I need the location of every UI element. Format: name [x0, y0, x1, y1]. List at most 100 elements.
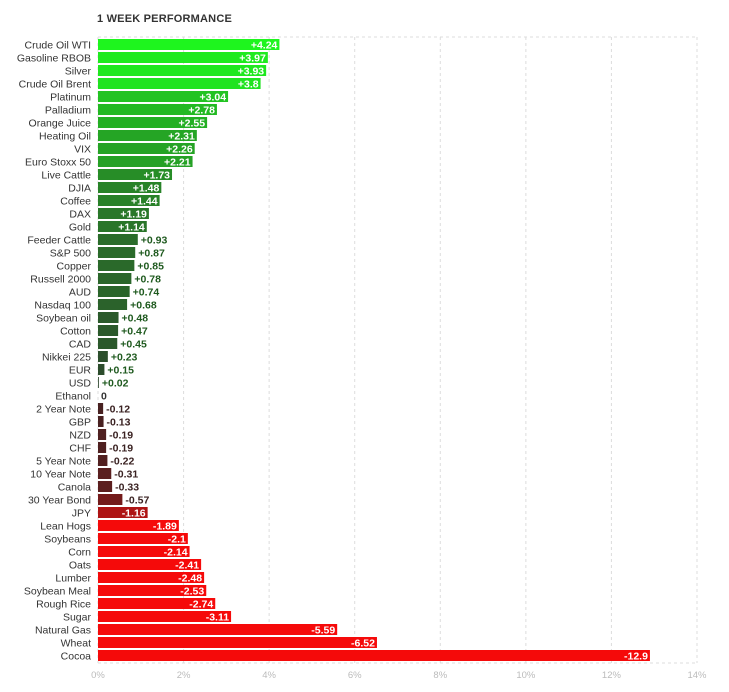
bar — [98, 104, 217, 115]
bar — [98, 455, 108, 466]
x-tick-label: 2% — [177, 670, 191, 681]
category-label: Lumber — [55, 573, 91, 585]
category-label: Canola — [58, 482, 91, 494]
category-label: Nikkei 225 — [42, 352, 91, 364]
bar — [98, 585, 207, 596]
value-label: -2.1 — [168, 534, 186, 546]
value-label: +3.8 — [238, 79, 259, 91]
bar — [98, 234, 138, 245]
value-label: +1.73 — [143, 170, 170, 182]
bar — [98, 364, 105, 375]
bar — [98, 182, 162, 193]
value-label: +2.31 — [168, 131, 195, 143]
category-label: GBP — [69, 417, 91, 429]
bars: Crude Oil WTI +4.24 Gasoline RBOB +3.97 Silv… — [17, 39, 650, 663]
bar — [98, 195, 160, 206]
value-label: -5.59 — [311, 625, 335, 637]
value-label: -2.53 — [180, 586, 204, 598]
category-label: 30 Year Bond — [28, 495, 91, 507]
value-label: +1.48 — [133, 183, 160, 195]
bar — [98, 572, 205, 583]
bar — [98, 351, 108, 362]
value-label: -2.48 — [178, 573, 202, 585]
category-label: Crude Oil WTI — [24, 40, 91, 52]
category-label: Lean Hogs — [40, 521, 91, 533]
value-label: +0.23 — [111, 352, 138, 364]
category-label: Cotton — [60, 326, 91, 338]
category-label: Gold — [69, 222, 91, 234]
value-label: +0.74 — [133, 287, 160, 299]
bar — [98, 299, 128, 310]
value-label: -6.52 — [351, 638, 375, 650]
value-label: +0.78 — [134, 274, 161, 286]
value-label: +0.47 — [121, 326, 148, 338]
chart-title: 1 WEEK PERFORMANCE — [97, 13, 232, 25]
grid: 0% 2% 4% 6% 8% 10% 12% 14% — [91, 36, 707, 681]
value-label: +3.04 — [199, 92, 226, 104]
category-label: Russell 2000 — [30, 274, 91, 286]
bar — [98, 559, 202, 570]
bar — [98, 546, 190, 557]
value-label: -0.19 — [109, 430, 133, 442]
bar — [98, 78, 261, 89]
category-label: NZD — [69, 430, 91, 442]
bar — [98, 442, 107, 453]
value-label: +1.19 — [120, 209, 147, 221]
value-label: +0.02 — [102, 378, 129, 390]
value-label: -12.9 — [624, 651, 648, 663]
bar — [98, 117, 208, 128]
value-label: +0.85 — [137, 261, 164, 273]
bar — [98, 533, 188, 544]
bar — [98, 169, 173, 180]
value-label: +0.48 — [122, 313, 149, 325]
bar — [98, 52, 268, 63]
category-label: 10 Year Note — [30, 469, 91, 481]
category-label: Orange Juice — [29, 118, 92, 130]
category-label: Rough Rice — [36, 599, 91, 611]
bar — [98, 273, 132, 284]
value-label: -0.31 — [114, 469, 138, 481]
x-tick-label: 8% — [433, 670, 447, 681]
category-label: Ethanol — [55, 391, 91, 403]
category-label: Soybeans — [44, 534, 91, 546]
value-label: +4.24 — [251, 40, 278, 52]
value-label: -2.74 — [189, 599, 213, 611]
category-label: 2 Year Note — [36, 404, 91, 416]
bar — [98, 416, 104, 427]
category-label: DJIA — [68, 183, 91, 195]
bar — [98, 611, 232, 622]
value-label: +3.93 — [238, 66, 265, 78]
value-label: -0.19 — [109, 443, 133, 455]
category-label: Oats — [69, 560, 91, 572]
bar — [98, 156, 193, 167]
category-label: DAX — [69, 209, 91, 221]
value-label: +2.55 — [179, 118, 206, 130]
value-label: +1.14 — [118, 222, 145, 234]
value-label: +1.44 — [131, 196, 158, 208]
category-label: CHF — [69, 443, 91, 455]
value-label: -0.13 — [107, 417, 131, 429]
x-tick-label: 14% — [687, 670, 707, 681]
bar — [98, 286, 130, 297]
value-label: +0.93 — [141, 235, 168, 247]
category-label: Wheat — [61, 638, 91, 650]
bar — [98, 481, 113, 492]
bar — [98, 468, 112, 479]
value-label: +0.68 — [130, 300, 157, 312]
category-label: S&P 500 — [50, 248, 91, 260]
bar — [98, 247, 136, 258]
value-label: +0.15 — [107, 365, 134, 377]
bar — [98, 312, 119, 323]
category-label: USD — [69, 378, 92, 390]
category-label: EUR — [69, 365, 92, 377]
value-label: +2.21 — [164, 157, 191, 169]
category-label: VIX — [74, 144, 91, 156]
category-label: Feeder Cattle — [27, 235, 91, 247]
category-label: 5 Year Note — [36, 456, 91, 468]
value-label: 0 — [101, 391, 107, 403]
x-tick-label: 0% — [91, 670, 105, 681]
category-label: Crude Oil Brent — [19, 79, 91, 91]
bar — [98, 39, 280, 50]
